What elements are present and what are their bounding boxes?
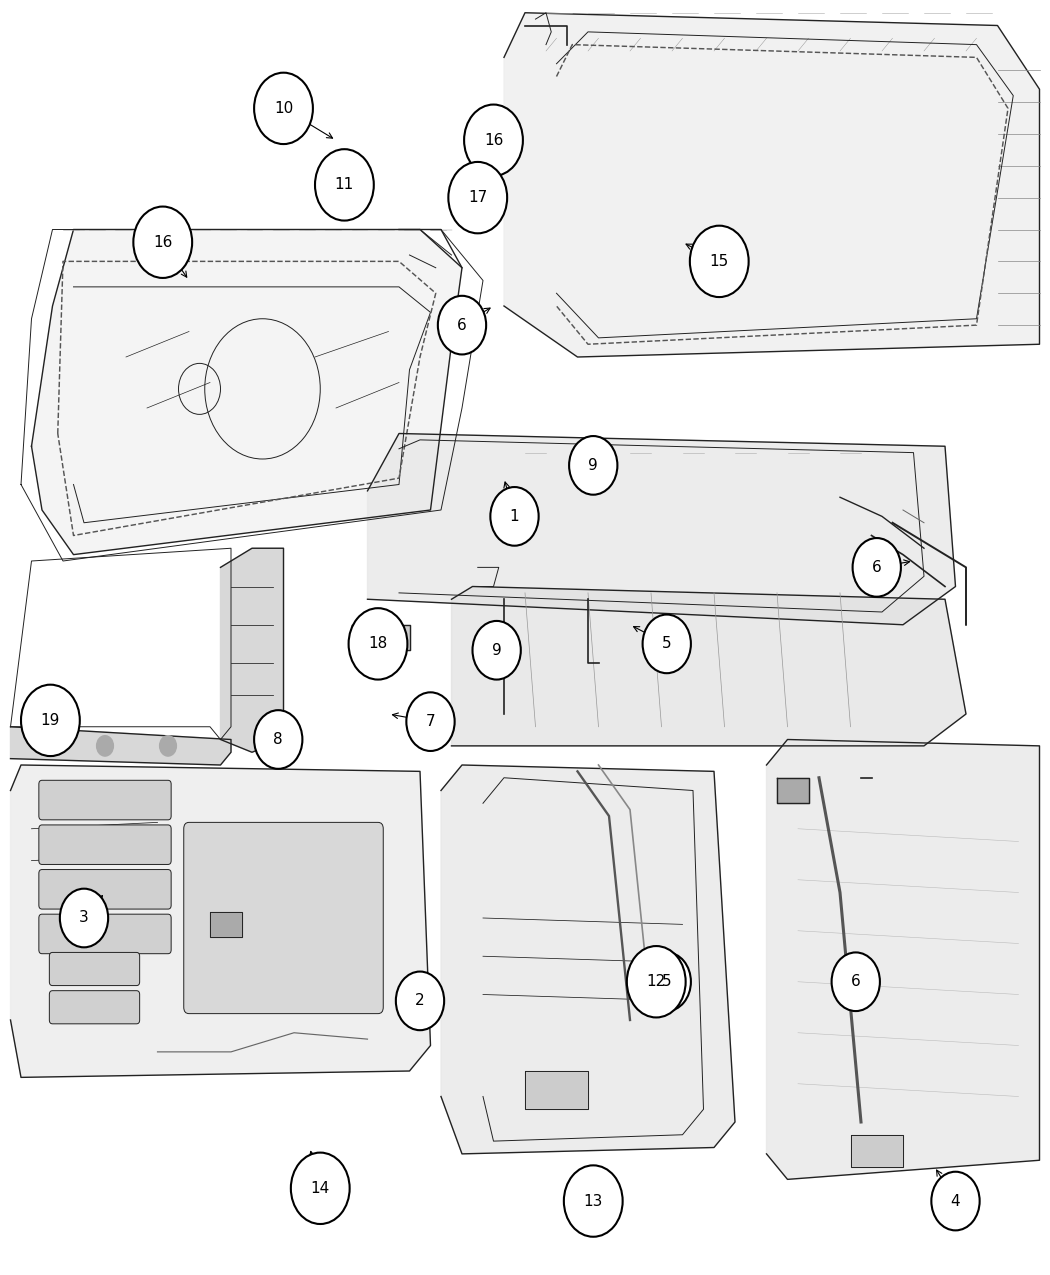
FancyBboxPatch shape — [39, 780, 171, 820]
FancyBboxPatch shape — [39, 870, 171, 909]
Circle shape — [160, 736, 176, 756]
Circle shape — [690, 226, 749, 297]
Circle shape — [472, 621, 521, 680]
Circle shape — [627, 946, 686, 1017]
Circle shape — [569, 436, 617, 495]
Circle shape — [931, 1172, 980, 1230]
Polygon shape — [525, 1071, 588, 1109]
Text: 5: 5 — [662, 974, 672, 989]
Text: 8: 8 — [273, 732, 284, 747]
Text: 15: 15 — [710, 254, 729, 269]
Polygon shape — [352, 625, 410, 650]
Text: 6: 6 — [850, 974, 861, 989]
Circle shape — [97, 736, 113, 756]
Text: 7: 7 — [425, 714, 436, 729]
FancyBboxPatch shape — [49, 952, 140, 986]
Circle shape — [448, 162, 507, 233]
Text: 2: 2 — [415, 993, 425, 1009]
FancyBboxPatch shape — [39, 825, 171, 864]
Circle shape — [438, 296, 486, 354]
Polygon shape — [766, 740, 1040, 1179]
Text: 4: 4 — [950, 1193, 961, 1209]
Text: 10: 10 — [274, 101, 293, 116]
Polygon shape — [220, 548, 284, 752]
Circle shape — [44, 736, 61, 756]
Circle shape — [133, 207, 192, 278]
Polygon shape — [441, 765, 735, 1154]
Text: 9: 9 — [588, 458, 598, 473]
Circle shape — [254, 710, 302, 769]
Text: 12: 12 — [647, 974, 666, 989]
Circle shape — [406, 692, 455, 751]
Text: 13: 13 — [584, 1193, 603, 1209]
Circle shape — [315, 149, 374, 221]
FancyBboxPatch shape — [49, 991, 140, 1024]
Circle shape — [643, 952, 691, 1011]
Polygon shape — [850, 1135, 903, 1167]
Text: 5: 5 — [662, 636, 672, 652]
Text: 6: 6 — [872, 560, 882, 575]
Circle shape — [60, 889, 108, 947]
Circle shape — [643, 615, 691, 673]
Circle shape — [564, 1165, 623, 1237]
Circle shape — [21, 685, 80, 756]
Circle shape — [349, 608, 407, 680]
Text: 17: 17 — [468, 190, 487, 205]
Text: 19: 19 — [41, 713, 60, 728]
Circle shape — [832, 952, 880, 1011]
Circle shape — [254, 73, 313, 144]
Text: 18: 18 — [369, 636, 387, 652]
FancyBboxPatch shape — [39, 914, 171, 954]
Polygon shape — [368, 434, 956, 625]
Text: 14: 14 — [311, 1181, 330, 1196]
FancyBboxPatch shape — [184, 822, 383, 1014]
Text: 11: 11 — [335, 177, 354, 193]
Text: 16: 16 — [153, 235, 172, 250]
Text: 1: 1 — [509, 509, 520, 524]
Polygon shape — [504, 13, 1040, 357]
Polygon shape — [210, 912, 242, 937]
Circle shape — [490, 487, 539, 546]
Text: 9: 9 — [491, 643, 502, 658]
Circle shape — [853, 538, 901, 597]
Polygon shape — [10, 765, 430, 1077]
Circle shape — [464, 105, 523, 176]
Text: 6: 6 — [457, 317, 467, 333]
Text: 3: 3 — [79, 910, 89, 926]
Circle shape — [291, 1153, 350, 1224]
Polygon shape — [452, 586, 966, 746]
Text: 16: 16 — [484, 133, 503, 148]
Circle shape — [396, 972, 444, 1030]
Polygon shape — [32, 230, 462, 555]
Polygon shape — [10, 727, 231, 765]
Polygon shape — [777, 778, 808, 803]
